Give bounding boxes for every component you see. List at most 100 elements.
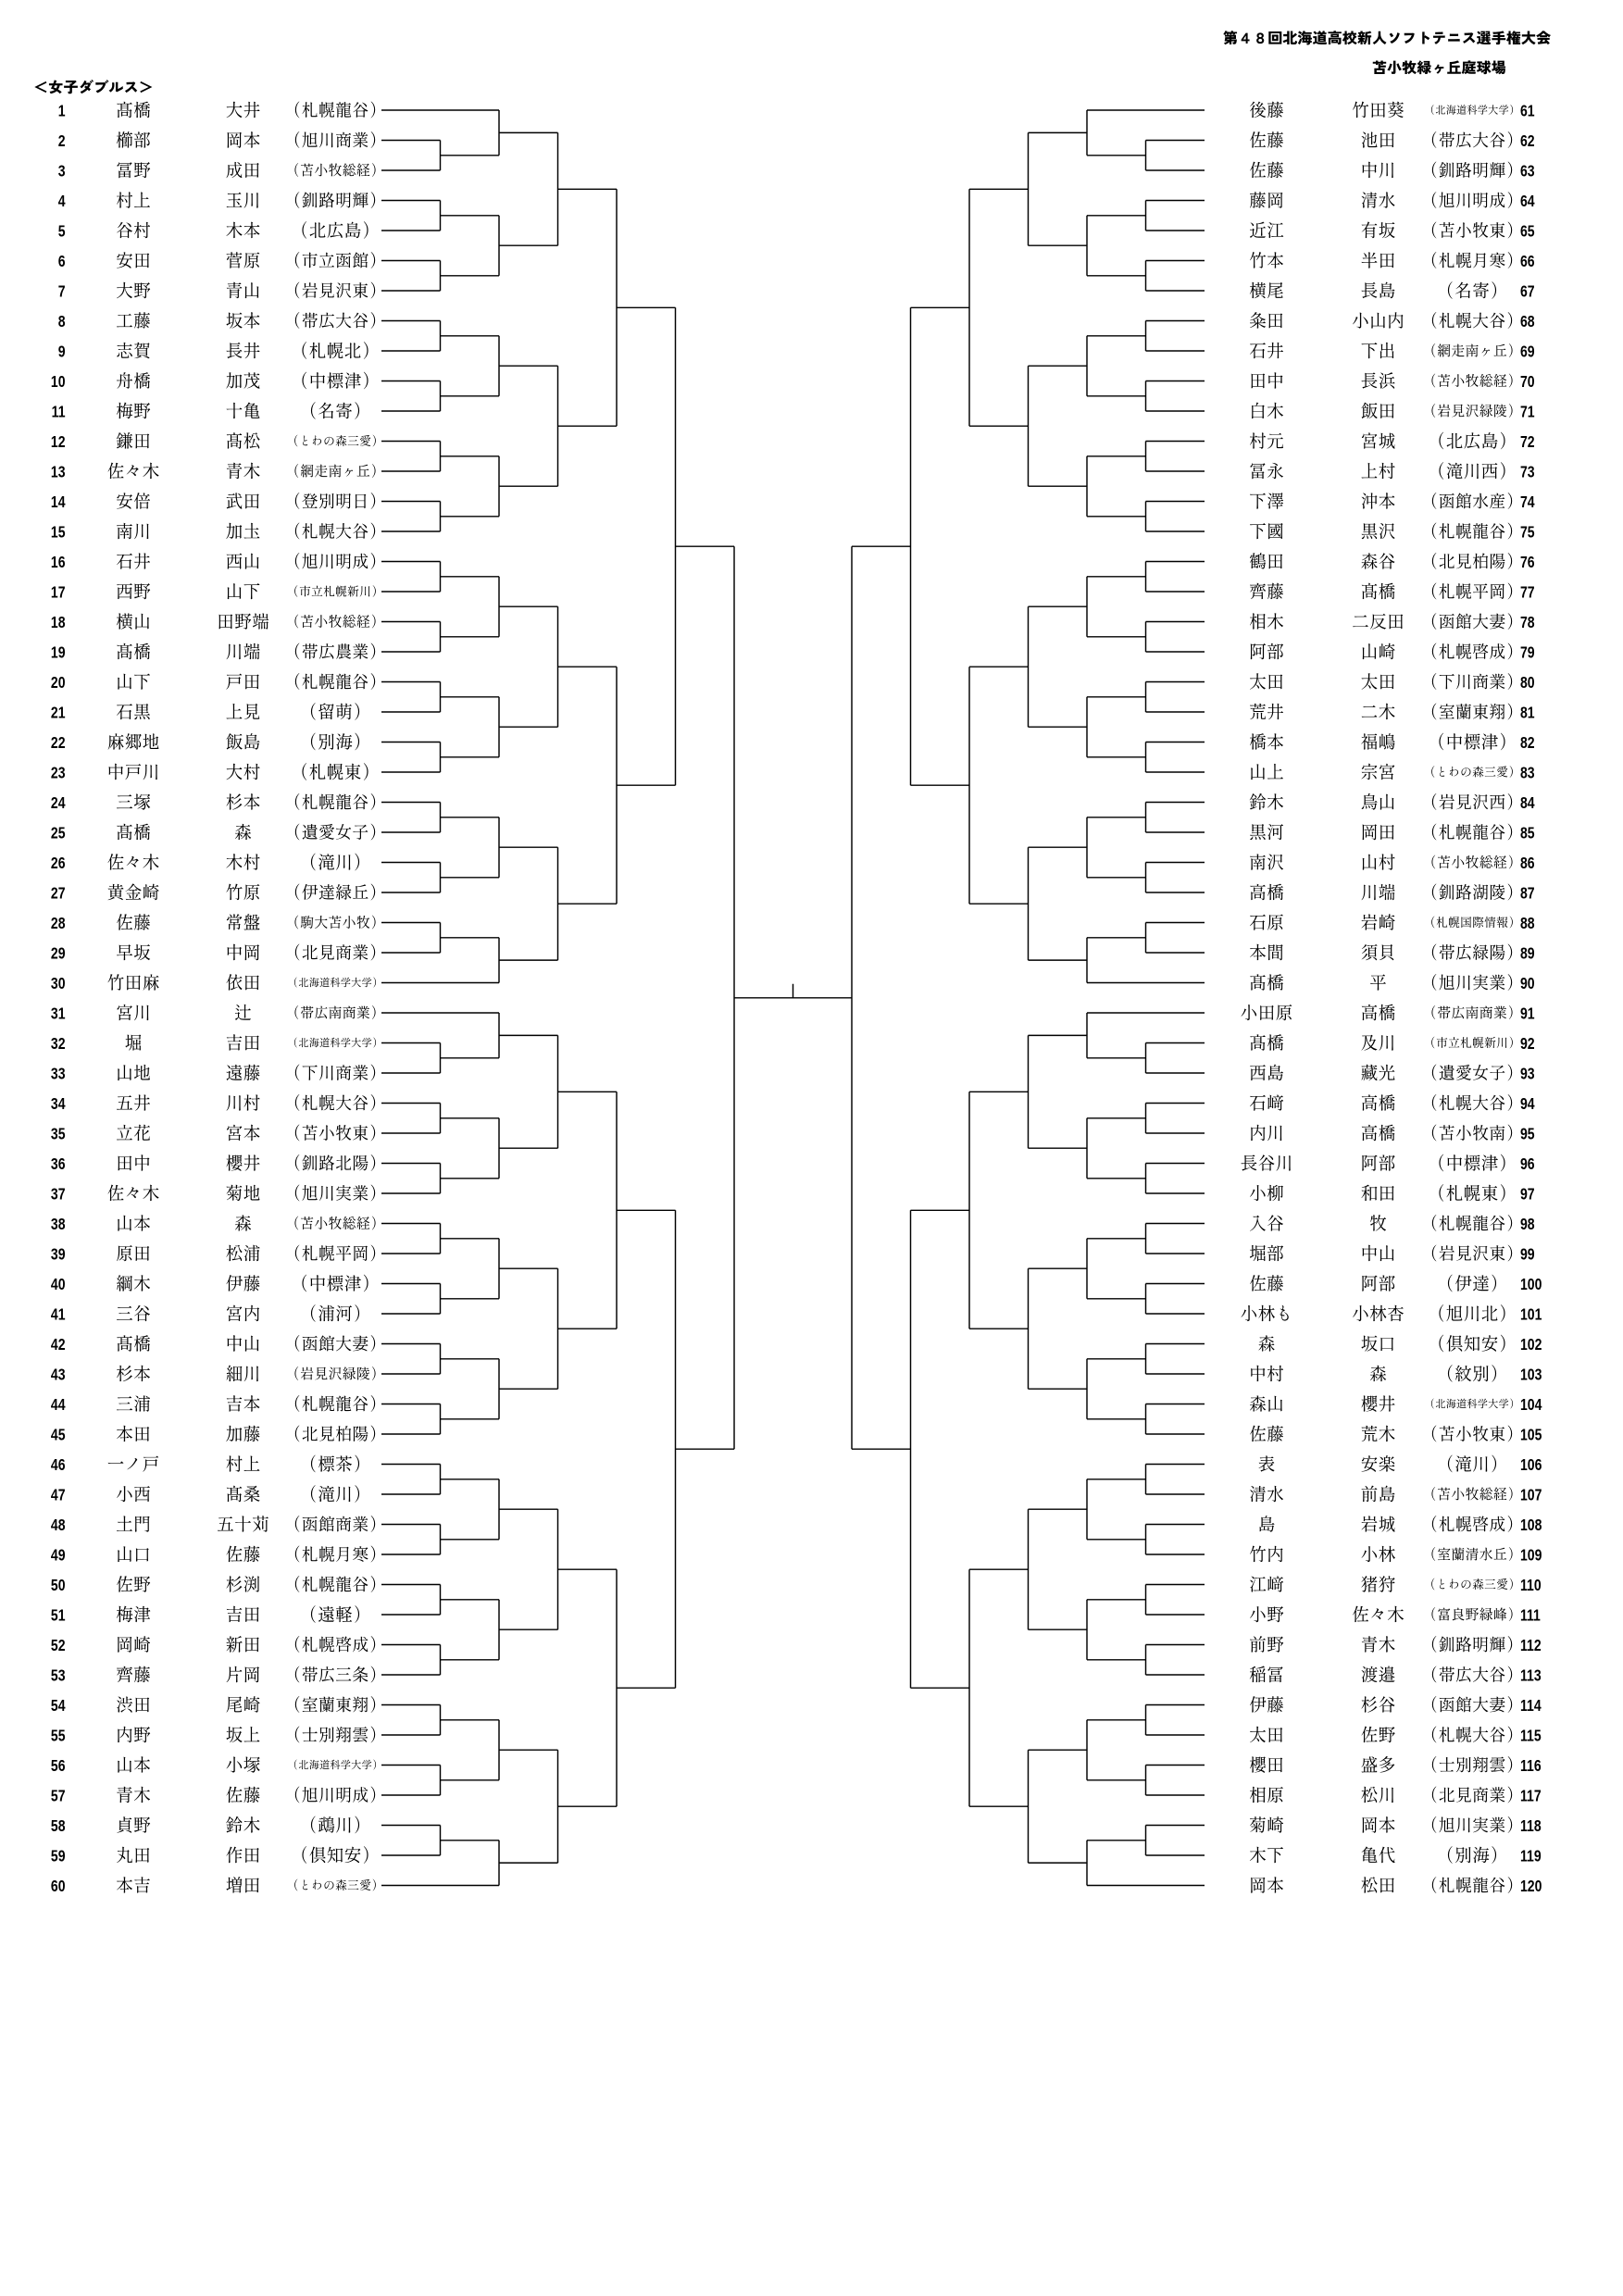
svg-text:58: 58: [51, 1816, 66, 1835]
svg-text:9: 9: [58, 343, 66, 361]
svg-text:15: 15: [51, 523, 66, 542]
svg-text:90: 90: [1520, 974, 1535, 992]
svg-text:51: 51: [51, 1606, 66, 1625]
svg-text:89: 89: [1520, 944, 1535, 963]
svg-text:44: 44: [51, 1395, 66, 1414]
svg-text:62: 62: [1520, 131, 1535, 150]
svg-text:100: 100: [1520, 1275, 1542, 1293]
svg-text:82: 82: [1520, 733, 1535, 752]
svg-text:55: 55: [51, 1727, 66, 1745]
svg-text:45: 45: [51, 1426, 66, 1444]
svg-text:92: 92: [1520, 1034, 1535, 1053]
svg-text:53: 53: [51, 1666, 66, 1685]
svg-text:12: 12: [51, 432, 66, 451]
svg-text:73: 73: [1520, 463, 1535, 481]
svg-text:113: 113: [1520, 1666, 1542, 1685]
svg-text:3: 3: [58, 162, 66, 181]
svg-text:32: 32: [51, 1034, 66, 1053]
svg-text:34: 34: [51, 1094, 66, 1113]
svg-text:63: 63: [1520, 162, 1535, 181]
svg-text:61: 61: [1520, 102, 1535, 120]
svg-text:114: 114: [1520, 1696, 1542, 1715]
svg-text:93: 93: [1520, 1065, 1535, 1083]
svg-text:59: 59: [51, 1847, 66, 1866]
svg-text:11: 11: [52, 403, 66, 421]
svg-text:56: 56: [51, 1756, 66, 1775]
svg-text:28: 28: [51, 914, 66, 932]
svg-text:119: 119: [1520, 1847, 1542, 1866]
svg-text:17: 17: [51, 583, 66, 602]
svg-text:52: 52: [51, 1636, 66, 1654]
svg-text:91: 91: [1520, 1004, 1535, 1023]
svg-text:29: 29: [51, 944, 66, 963]
svg-text:86: 86: [1520, 854, 1535, 872]
svg-text:105: 105: [1520, 1426, 1542, 1444]
svg-text:25: 25: [51, 824, 66, 842]
svg-text:21: 21: [51, 704, 66, 722]
svg-text:8: 8: [58, 312, 66, 331]
svg-text:83: 83: [1520, 764, 1535, 782]
svg-text:103: 103: [1520, 1366, 1542, 1384]
svg-text:64: 64: [1520, 192, 1535, 210]
svg-text:115: 115: [1520, 1727, 1542, 1745]
svg-text:97: 97: [1520, 1185, 1535, 1204]
svg-text:16: 16: [51, 553, 66, 571]
svg-text:102: 102: [1520, 1335, 1542, 1354]
svg-text:43: 43: [51, 1366, 66, 1384]
svg-text:109: 109: [1520, 1546, 1542, 1565]
svg-text:39: 39: [51, 1245, 66, 1264]
svg-text:14: 14: [51, 493, 66, 511]
svg-text:47: 47: [51, 1486, 66, 1504]
svg-text:70: 70: [1520, 372, 1535, 391]
svg-text:10: 10: [51, 372, 66, 391]
svg-text:13: 13: [51, 463, 66, 481]
svg-text:84: 84: [1520, 793, 1535, 812]
svg-text:88: 88: [1520, 914, 1535, 932]
svg-text:33: 33: [51, 1065, 66, 1083]
svg-text:117: 117: [1520, 1787, 1542, 1805]
svg-text:108: 108: [1520, 1516, 1542, 1534]
svg-text:46: 46: [51, 1455, 66, 1474]
svg-text:4: 4: [58, 192, 66, 210]
svg-text:48: 48: [51, 1516, 66, 1534]
svg-text:20: 20: [51, 673, 66, 692]
svg-text:99: 99: [1520, 1245, 1535, 1264]
svg-text:111: 111: [1520, 1606, 1541, 1625]
svg-text:18: 18: [51, 613, 66, 631]
svg-text:85: 85: [1520, 824, 1535, 842]
svg-text:120: 120: [1520, 1877, 1542, 1895]
svg-text:2: 2: [58, 131, 66, 150]
svg-text:42: 42: [51, 1335, 66, 1354]
svg-text:67: 67: [1520, 282, 1535, 301]
svg-text:96: 96: [1520, 1154, 1535, 1173]
svg-text:36: 36: [51, 1154, 66, 1173]
svg-text:75: 75: [1520, 523, 1535, 542]
svg-text:6: 6: [58, 252, 66, 270]
svg-text:87: 87: [1520, 884, 1535, 903]
svg-text:81: 81: [1520, 704, 1535, 722]
svg-text:118: 118: [1520, 1816, 1542, 1835]
svg-text:95: 95: [1520, 1125, 1535, 1143]
svg-text:22: 22: [51, 733, 66, 752]
svg-text:71: 71: [1520, 403, 1535, 421]
svg-text:37: 37: [51, 1185, 66, 1204]
svg-text:110: 110: [1520, 1576, 1542, 1594]
svg-text:72: 72: [1520, 432, 1535, 451]
svg-text:77: 77: [1520, 583, 1535, 602]
svg-text:65: 65: [1520, 222, 1535, 241]
svg-text:35: 35: [51, 1125, 66, 1143]
svg-text:1: 1: [58, 102, 66, 120]
svg-text:101: 101: [1520, 1305, 1542, 1324]
svg-text:79: 79: [1520, 643, 1535, 662]
svg-text:116: 116: [1520, 1756, 1542, 1775]
svg-text:57: 57: [51, 1787, 66, 1805]
svg-text:31: 31: [51, 1004, 66, 1023]
svg-text:78: 78: [1520, 613, 1535, 631]
svg-text:80: 80: [1520, 673, 1535, 692]
svg-text:26: 26: [51, 854, 66, 872]
svg-text:94: 94: [1520, 1094, 1535, 1113]
svg-text:68: 68: [1520, 312, 1535, 331]
svg-text:49: 49: [51, 1546, 66, 1565]
svg-text:27: 27: [51, 884, 66, 903]
svg-text:106: 106: [1520, 1455, 1542, 1474]
